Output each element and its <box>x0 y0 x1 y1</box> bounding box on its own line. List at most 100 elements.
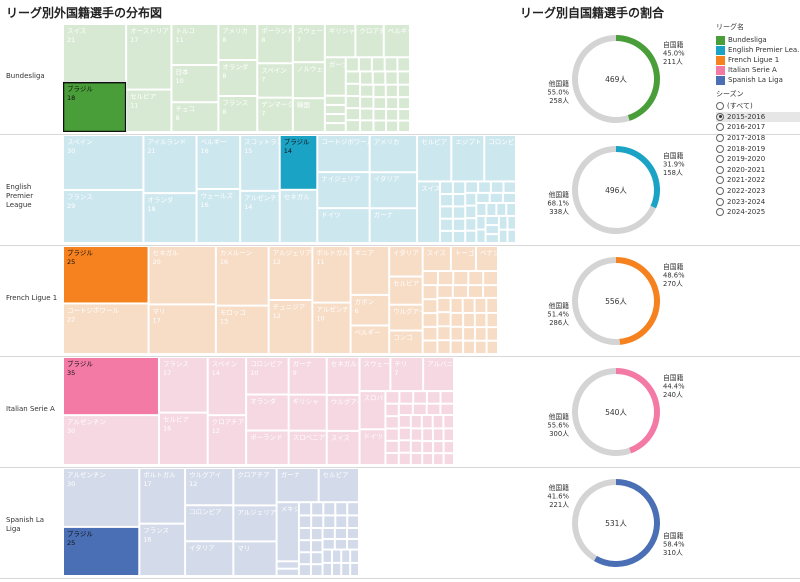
treemap-cell-small[interactable] <box>474 297 487 313</box>
treemap-cell-rect[interactable] <box>450 246 477 272</box>
treemap-cell-small[interactable] <box>310 527 323 541</box>
treemap-cell-rect[interactable] <box>440 193 453 207</box>
treemap-cell-rect[interactable] <box>386 109 399 121</box>
treemap-cell-rect[interactable] <box>421 415 433 429</box>
treemap-cell-small[interactable] <box>485 215 499 226</box>
treemap-cell-small[interactable] <box>422 299 438 314</box>
treemap-cell-small[interactable] <box>350 562 359 576</box>
treemap-cell-rect[interactable] <box>350 562 359 576</box>
treemap-cell-rect[interactable] <box>257 97 293 132</box>
treemap-cell-rect[interactable] <box>288 394 327 431</box>
treemap-cell-rect[interactable] <box>207 415 247 465</box>
treemap-cell-rect[interactable] <box>398 120 410 132</box>
treemap-cell-rect[interactable] <box>463 312 475 328</box>
treemap-cell-rect[interactable] <box>369 172 418 209</box>
treemap-cell-rect[interactable] <box>360 71 373 85</box>
treemap-cell-rect[interactable] <box>279 135 318 190</box>
treemap-cell-small[interactable] <box>398 440 411 453</box>
treemap-cell-rect[interactable] <box>279 189 318 243</box>
treemap-cell-small[interactable] <box>360 96 374 109</box>
treemap-cell-rect[interactable] <box>298 502 312 516</box>
treemap-cell-small[interactable] <box>410 452 423 465</box>
treemap-cell-small[interactable] <box>398 427 411 441</box>
treemap-cell-rect[interactable] <box>486 312 498 328</box>
treemap-cell-small[interactable] <box>397 84 410 98</box>
treemap-cell-rect[interactable] <box>334 538 347 550</box>
treemap-cell-small[interactable] <box>490 181 504 193</box>
treemap-cell-rect[interactable] <box>476 215 486 230</box>
treemap-cell-small[interactable] <box>426 403 441 416</box>
treemap-cell-rect[interactable] <box>276 568 299 576</box>
treemap-cell-small[interactable] <box>507 215 516 230</box>
treemap-cell[interactable]: ベルギー <box>350 325 390 354</box>
treemap-cell-small[interactable] <box>385 391 400 404</box>
treemap-cell-rect[interactable] <box>63 189 144 243</box>
treemap-cell-rect[interactable] <box>233 505 277 542</box>
treemap-cell-rect[interactable] <box>422 271 439 286</box>
treemap-cell-rect[interactable] <box>350 246 390 295</box>
treemap-cell-small[interactable] <box>452 285 468 298</box>
treemap-cell-rect[interactable] <box>398 452 411 465</box>
treemap-cell-small[interactable] <box>334 527 347 539</box>
treemap-cell-rect[interactable] <box>207 357 247 416</box>
treemap-cell-rect[interactable] <box>324 123 346 132</box>
treemap-cell-rect[interactable] <box>440 218 453 231</box>
treemap-cell[interactable]: アルバニア <box>423 357 454 392</box>
season-option[interactable]: 2019-2020 <box>716 154 800 165</box>
treemap-cell-small[interactable] <box>331 562 342 576</box>
treemap-cell[interactable]: セネガル <box>326 357 360 395</box>
season-option[interactable]: 2018-2019 <box>716 143 800 154</box>
treemap-cell-small[interactable] <box>323 515 336 528</box>
treemap-cell-rect[interactable] <box>486 297 498 313</box>
treemap-cell-rect[interactable] <box>63 246 149 304</box>
treemap-cell-small[interactable] <box>476 192 490 203</box>
treemap-cell-rect[interactable] <box>346 527 359 539</box>
treemap-cell-rect[interactable] <box>410 415 422 429</box>
treemap-cell-rect[interactable] <box>322 527 335 539</box>
treemap-cell-small[interactable] <box>422 326 438 341</box>
treemap-cell-small[interactable] <box>452 193 466 207</box>
radio-icon[interactable] <box>716 155 724 164</box>
treemap-cell-small[interactable] <box>422 313 438 327</box>
treemap-cell-small[interactable] <box>422 285 438 300</box>
treemap-cell-small[interactable] <box>398 452 411 465</box>
treemap-cell-small[interactable] <box>452 206 466 219</box>
treemap-cell-small[interactable] <box>346 527 359 539</box>
treemap-cell-rect[interactable] <box>483 271 498 286</box>
treemap-cell-rect[interactable] <box>410 428 423 441</box>
treemap-cell-rect[interactable] <box>385 428 399 441</box>
treemap-cell-small[interactable] <box>335 515 348 528</box>
legend-item[interactable]: Spanish La Liga <box>716 75 800 85</box>
treemap-cell-small[interactable] <box>475 327 487 341</box>
treemap-cell-rect[interactable] <box>288 430 327 465</box>
treemap-cell-rect[interactable] <box>126 24 172 90</box>
treemap-cell-rect[interactable] <box>453 271 469 286</box>
treemap-cell-small[interactable] <box>465 230 477 243</box>
treemap-cell-small[interactable] <box>298 564 311 576</box>
treemap-cell-rect[interactable] <box>148 246 216 305</box>
treemap-cell-rect[interactable] <box>171 64 219 103</box>
treemap-cell-rect[interactable] <box>218 60 258 96</box>
treemap-cell[interactable]: コンゴ <box>389 330 423 354</box>
treemap-cell-small[interactable] <box>437 285 453 298</box>
season-option[interactable]: 2020-2021 <box>716 165 800 176</box>
treemap-cell-rect[interactable] <box>385 84 398 98</box>
radio-icon[interactable] <box>716 197 724 206</box>
treemap-cell-small[interactable] <box>385 440 399 453</box>
treemap-cell-rect[interactable] <box>450 340 464 354</box>
treemap-cell-small[interactable] <box>360 84 374 97</box>
treemap-cell-small[interactable] <box>345 108 361 121</box>
treemap-cell-rect[interactable] <box>346 538 359 550</box>
treemap-cell[interactable]: スイス <box>326 430 360 465</box>
treemap-cell-small[interactable] <box>311 502 324 516</box>
